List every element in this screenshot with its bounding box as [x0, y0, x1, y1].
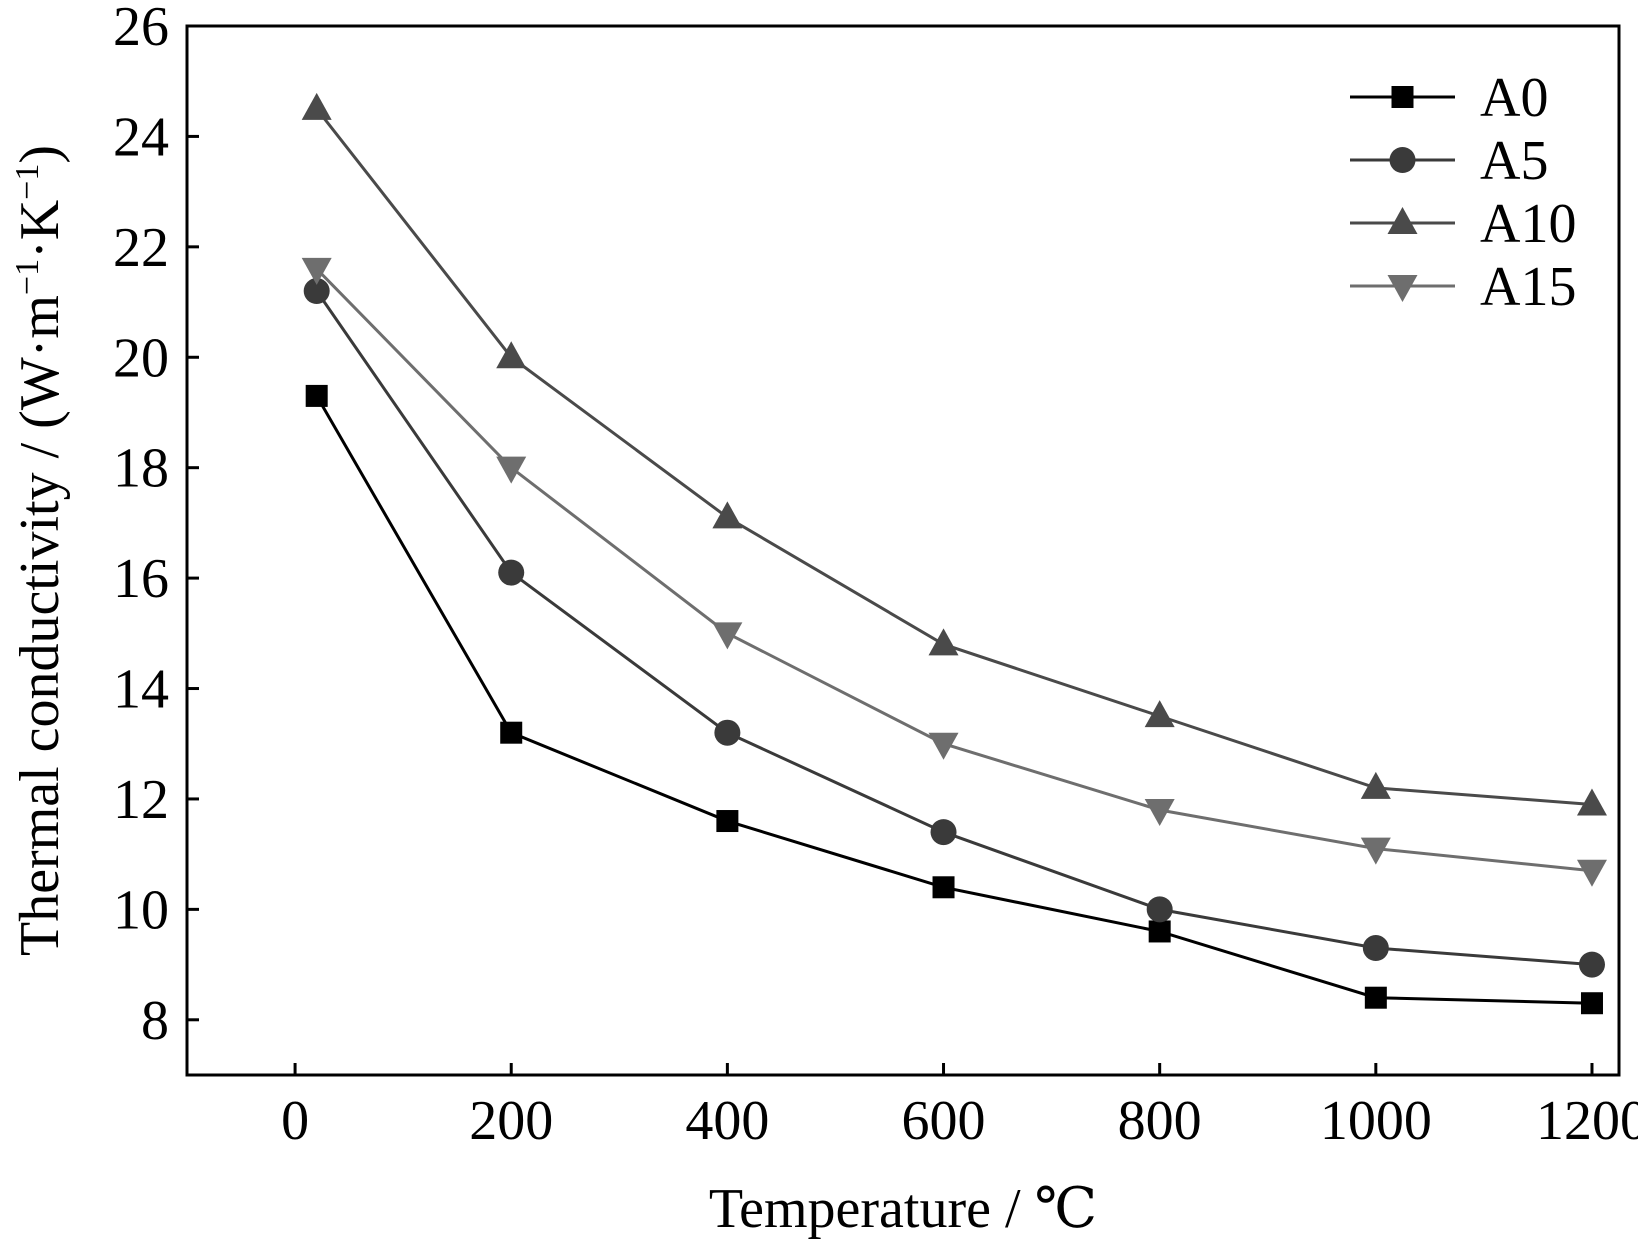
data-point-triangle-down — [496, 456, 527, 484]
y-tick-label: 12 — [113, 769, 169, 831]
data-point-triangle-down — [1360, 837, 1391, 865]
x-tick-label: 0 — [281, 1090, 309, 1152]
data-point-square — [1391, 86, 1414, 108]
y-tick-label: 16 — [113, 548, 169, 610]
y-tick-label: 18 — [113, 438, 169, 500]
data-point-circle — [1389, 147, 1416, 173]
data-point-triangle-down — [712, 622, 743, 650]
y-tick-label: 8 — [141, 990, 169, 1052]
x-tick-label: 1200 — [1536, 1090, 1638, 1152]
data-point-triangle-up — [301, 92, 332, 120]
data-point-triangle-down — [1144, 798, 1175, 826]
data-point-triangle-down — [301, 257, 332, 285]
y-axis-title-sup2: −1 — [9, 164, 46, 200]
series-line — [315, 395, 1593, 1005]
data-point-square — [305, 384, 328, 407]
data-point-triangle-down — [1387, 275, 1418, 302]
x-tick-label: 400 — [685, 1090, 769, 1152]
data-point-triangle-down — [1576, 859, 1607, 887]
x-axis-title: Temperature / ℃ — [709, 1178, 1097, 1240]
plot-frame — [185, 24, 1621, 1077]
series-a10 — [301, 92, 1607, 816]
legend-label: A5 — [1480, 130, 1548, 192]
y-axis-title-main: Thermal conductivity / (W·m — [9, 295, 71, 956]
series-a5 — [303, 278, 1605, 978]
legend-item-a10: A10 — [1350, 193, 1576, 255]
y-axis: 8 10 12 14 16 18 20 22 24 26 — [113, 0, 199, 1052]
legend-label: A15 — [1480, 256, 1576, 318]
data-point-circle — [498, 559, 525, 586]
series-a0 — [305, 384, 1603, 1015]
data-point-square — [716, 810, 739, 833]
data-point-square — [932, 876, 955, 899]
y-tick-label: 14 — [113, 659, 169, 721]
x-tick-label: 600 — [902, 1090, 986, 1152]
data-point-triangle-up — [1576, 788, 1607, 816]
y-tick-label: 26 — [113, 0, 169, 58]
y-axis-title: Thermal conductivity / (W·m−1·K−1) — [9, 145, 71, 956]
series-layer — [301, 92, 1607, 1015]
legend-item-a5: A5 — [1350, 130, 1548, 192]
legend-label: A10 — [1480, 193, 1576, 255]
data-point-circle — [303, 278, 330, 305]
legend-item-a15: A15 — [1350, 256, 1576, 318]
series-a15 — [301, 257, 1607, 887]
data-point-triangle-up — [1387, 207, 1418, 234]
legend-item-a0: A0 — [1350, 67, 1548, 129]
data-point-square — [500, 721, 523, 744]
data-point-square — [1580, 992, 1603, 1015]
data-point-triangle-up — [712, 501, 743, 529]
data-point-triangle-up — [1144, 700, 1175, 728]
y-axis-title-sup1: −1 — [9, 259, 46, 295]
y-tick-label: 24 — [113, 106, 169, 168]
x-tick-label: 1000 — [1320, 1090, 1432, 1152]
data-point-triangle-up — [1360, 771, 1391, 799]
data-point-triangle-down — [928, 732, 959, 760]
data-point-circle — [930, 819, 957, 846]
y-axis-title-mid: ·K — [9, 200, 71, 259]
y-axis-title-end: ) — [9, 145, 71, 164]
data-point-circle — [714, 719, 741, 746]
y-tick-label: 22 — [113, 217, 169, 279]
data-point-circle — [1146, 896, 1173, 923]
series-line — [315, 290, 1593, 967]
data-point-square — [1148, 920, 1171, 943]
y-tick-label: 20 — [113, 327, 169, 389]
data-point-circle — [1578, 951, 1605, 978]
legend-label: A0 — [1480, 67, 1548, 129]
data-point-triangle-up — [496, 341, 527, 369]
x-tick-label: 200 — [469, 1090, 553, 1152]
x-axis: 0 200 400 600 800 1000 1200 — [281, 1063, 1638, 1152]
y-tick-label: 10 — [113, 879, 169, 941]
x-tick-label: 800 — [1118, 1090, 1202, 1152]
data-point-circle — [1362, 935, 1389, 962]
data-point-triangle-up — [928, 628, 959, 656]
data-point-square — [1364, 986, 1387, 1009]
